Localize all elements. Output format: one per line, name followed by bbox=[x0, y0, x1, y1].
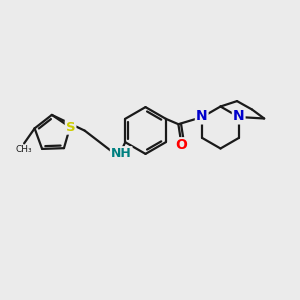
Text: NH: NH bbox=[111, 147, 132, 160]
Text: CH₃: CH₃ bbox=[16, 146, 32, 154]
Text: S: S bbox=[66, 121, 75, 134]
Text: N: N bbox=[233, 110, 244, 123]
Text: N: N bbox=[196, 110, 208, 123]
Text: O: O bbox=[175, 138, 187, 152]
